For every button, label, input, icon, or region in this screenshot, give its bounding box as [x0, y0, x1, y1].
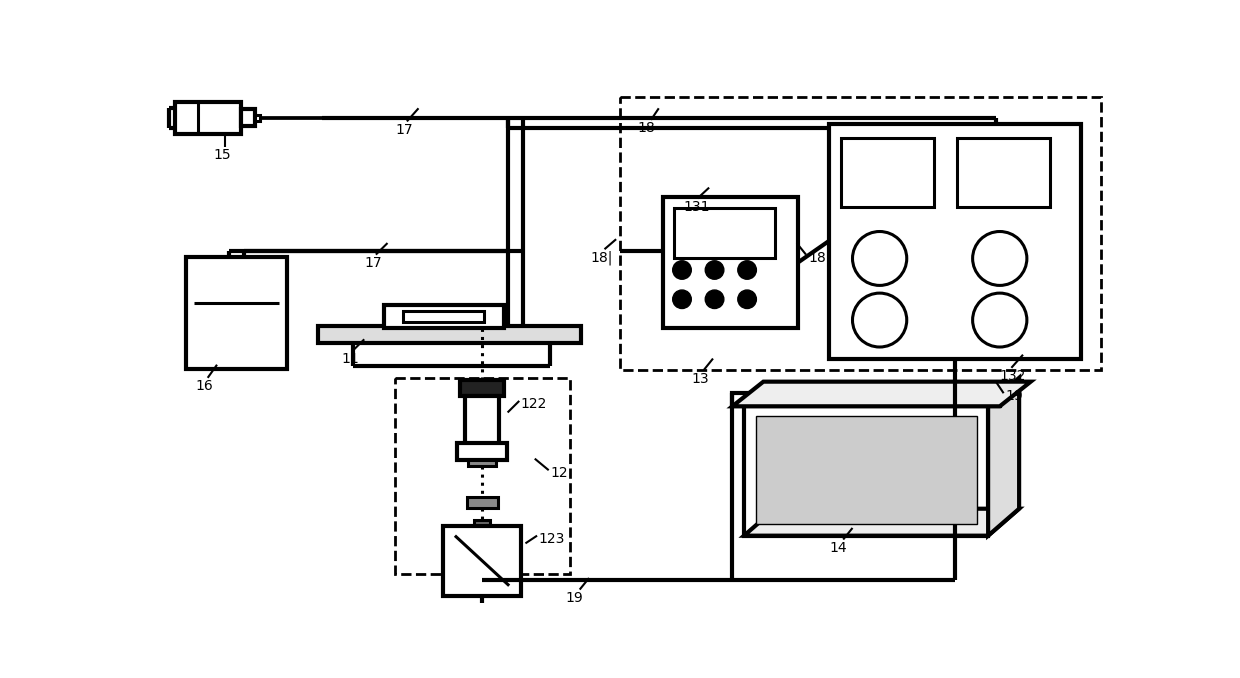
Bar [255, 115, 259, 121]
Bar [383, 304, 503, 327]
Text: 18|: 18| [590, 251, 613, 265]
Text: 19: 19 [565, 591, 584, 605]
Polygon shape [755, 416, 977, 524]
Polygon shape [988, 378, 1019, 536]
Bar [675, 208, 775, 258]
Text: 131: 131 [683, 200, 711, 214]
Circle shape [672, 261, 692, 279]
Bar [469, 460, 496, 466]
Bar [460, 380, 503, 395]
Text: 16: 16 [196, 380, 213, 393]
Bar [317, 326, 582, 343]
Text: 132: 132 [999, 370, 1027, 383]
Circle shape [706, 261, 724, 279]
Bar [458, 443, 507, 460]
Text: 11: 11 [341, 353, 358, 366]
Circle shape [738, 290, 756, 308]
Circle shape [706, 290, 724, 308]
Bar [620, 97, 1101, 370]
Bar [403, 311, 485, 321]
Circle shape [672, 290, 692, 308]
Bar [186, 257, 286, 369]
Bar [466, 497, 497, 508]
Bar [175, 102, 241, 134]
Bar [662, 197, 799, 327]
Text: 17: 17 [365, 256, 382, 270]
Circle shape [738, 261, 756, 279]
Text: 14: 14 [830, 541, 847, 555]
Polygon shape [744, 508, 1019, 536]
Text: 122: 122 [521, 397, 547, 411]
Text: 19: 19 [1006, 389, 1023, 403]
Text: 12: 12 [551, 466, 568, 480]
Bar [474, 520, 490, 525]
Bar [444, 526, 521, 596]
Text: 18: 18 [808, 251, 826, 265]
Bar [396, 378, 569, 574]
Bar [957, 138, 1050, 207]
Polygon shape [733, 393, 999, 406]
Polygon shape [733, 382, 1030, 406]
Polygon shape [744, 405, 988, 536]
Bar [465, 395, 498, 445]
Text: 13: 13 [692, 372, 709, 386]
Bar [830, 123, 1081, 359]
Bar [841, 138, 934, 207]
Text: 18: 18 [637, 121, 655, 136]
Text: 17: 17 [396, 123, 413, 137]
Text: 123: 123 [538, 532, 565, 546]
Text: 15: 15 [215, 148, 232, 162]
Bar [241, 109, 255, 126]
